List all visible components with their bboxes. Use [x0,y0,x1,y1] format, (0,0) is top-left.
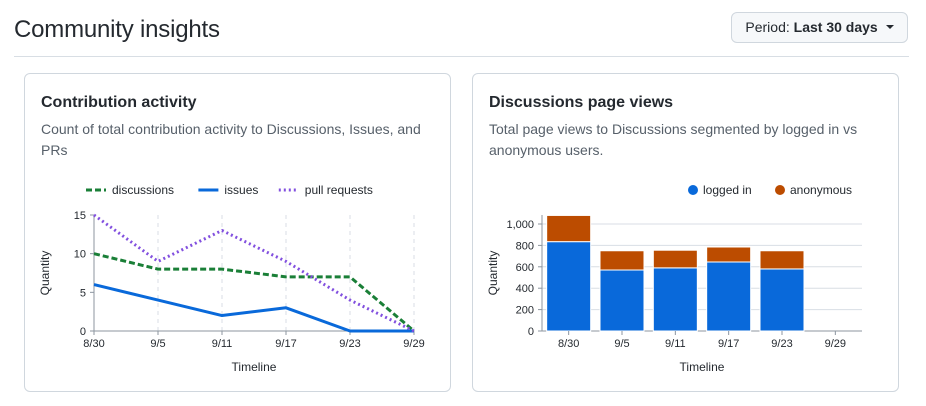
x-tick-label: 9/23 [771,338,792,350]
header-divider [14,56,909,57]
x-tick-label: 9/5 [150,338,165,350]
x-tick-label: 9/5 [614,338,629,350]
series-line-issues [93,283,414,333]
legend-swatch-logged-in [688,185,698,195]
y-tick-label: 1,000 [506,219,534,231]
x-tick-label: 9/29 [825,338,846,350]
period-label: Period: [745,19,790,35]
bar-anonymous [759,250,805,270]
y-tick-label: 0 [528,326,534,338]
y-tick-label: 10 [74,249,86,261]
x-tick-label: 9/17 [718,338,739,350]
x-tick-label: 9/29 [403,338,424,350]
x-tick-label: 9/11 [212,338,233,350]
legend-label: anonymous [790,183,852,197]
y-tick-label: 600 [516,262,534,274]
bar-logged-in [546,241,592,332]
x-tick-label: 8/30 [558,338,579,350]
legend-label: discussions [112,183,174,197]
y-tick-label: 400 [516,283,534,295]
y-axis-label: Quantity [38,251,52,296]
contribution-activity-chart: discussions issues pull requests 0 5 10 15 8/30… [38,183,425,374]
y-tick-label: 0 [80,326,86,338]
legend-label: pull requests [305,183,373,197]
contribution-activity-card: Contribution activity Count of total con… [24,73,451,392]
x-axis-label: Timeline [232,360,277,374]
card-description: Count of total contribution activity to … [41,121,421,158]
y-tick-label: 200 [516,305,534,317]
legend-swatch-anonymous [775,185,785,195]
x-tick-label: 8/30 [83,338,104,350]
card-title: Contribution activity [41,94,197,111]
bar-anonymous [652,249,698,269]
discussions-page-views-card: Discussions page views Total page views … [472,73,899,392]
period-selector-button[interactable]: Period: Last 30 days [731,12,908,43]
series-line-discussions [93,252,415,333]
bar-logged-in [759,268,805,332]
page-title: Community insights [14,16,220,43]
bar-anonymous [546,214,592,243]
period-value: Last 30 days [793,19,878,35]
x-tick-label: 9/11 [665,338,686,350]
x-tick-label: 9/23 [339,338,360,350]
discussions-page-views-chart: logged in anonymous 0 200 400 600 800 1,000 8/30… [486,183,862,374]
x-axis-label: Timeline [680,360,725,374]
bar-logged-in [706,261,752,332]
y-tick-label: 5 [80,287,86,299]
card-title: Discussions page views [489,94,674,111]
y-tick-label: 800 [516,240,534,252]
bar-logged-in [599,269,645,332]
caret-down-icon [885,25,894,30]
y-tick-label: 15 [74,210,86,222]
bar-logged-in [652,267,698,332]
legend-label: logged in [703,183,752,197]
bar-anonymous [599,250,645,271]
bar-anonymous [706,246,752,263]
legend-label: issues [224,183,258,197]
x-tick-label: 9/17 [275,338,296,350]
y-axis-label: Quantity [486,251,500,296]
series-line-pull-requests [93,213,415,333]
card-description: Total page views to Discussions segmente… [489,121,858,158]
